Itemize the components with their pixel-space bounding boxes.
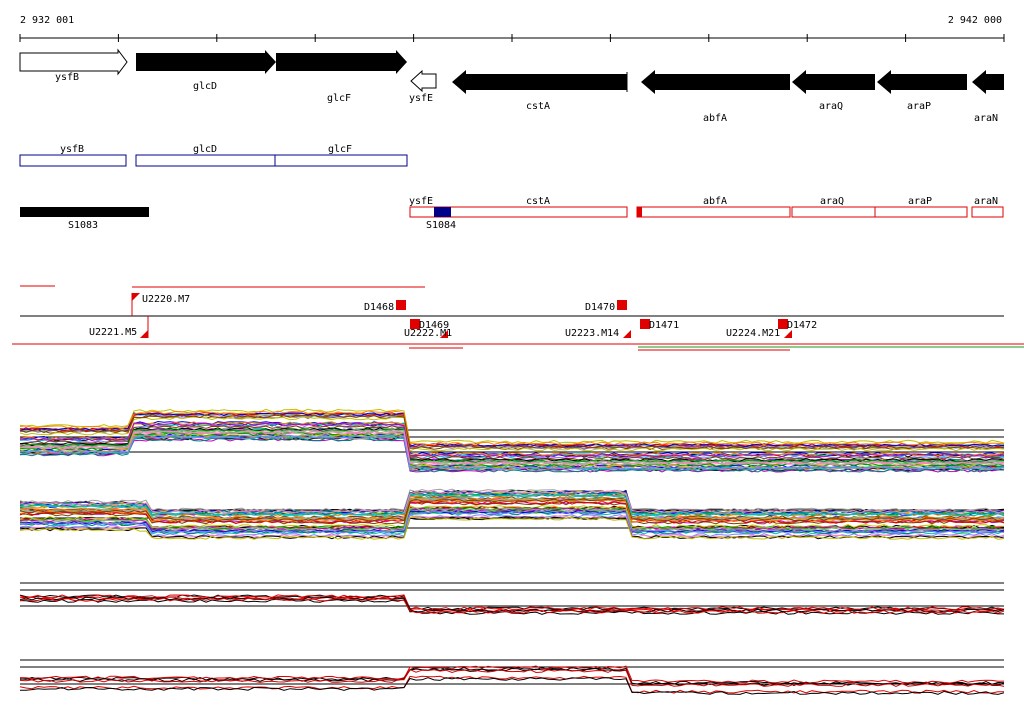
gene-arrow [641, 70, 790, 94]
region-flag [784, 330, 792, 338]
ruler-start: 2 932 001 [20, 15, 74, 26]
gene-label: ysfB [55, 72, 79, 83]
feature-bar [434, 207, 451, 217]
region-label: D1470 [585, 302, 615, 313]
gene-label: glcD [193, 81, 217, 92]
expression-trace [19, 427, 1005, 463]
gene-arrow [792, 70, 875, 94]
expression-trace [19, 429, 1005, 465]
region-box [410, 319, 420, 329]
region-label: D1468 [364, 302, 394, 313]
expression-trace [19, 516, 1005, 540]
cds-label: glcD [193, 144, 217, 155]
gene-arrow [136, 50, 276, 74]
expression-trace [19, 496, 1005, 520]
expression-trace [19, 596, 1005, 613]
expression-trace [19, 676, 1005, 695]
expression-trace [19, 430, 1005, 466]
expression-trace [19, 490, 1005, 514]
expression-trace [19, 675, 1005, 694]
gene-arrow [972, 70, 1004, 94]
ruler: 2 932 001 2 942 000 [19, 15, 1005, 42]
region-box [640, 319, 650, 329]
region-label: U2222.M1 [404, 328, 452, 339]
feature-box [791, 206, 876, 218]
feature-box [874, 206, 968, 218]
cds-track: ysfB glcD glcF [19, 144, 408, 167]
expression-trace [19, 510, 1005, 534]
expression-trace [19, 490, 1005, 514]
expression-trace [19, 414, 1005, 450]
feature-label: cstA [526, 196, 550, 207]
region-label: D1471 [649, 320, 679, 331]
gene-arrow [452, 70, 627, 94]
expression-trace [19, 667, 1005, 687]
feature-label: abfA [703, 196, 727, 207]
feature-label: araP [908, 196, 932, 207]
feature-mark [637, 207, 642, 217]
feature-label: araQ [820, 196, 844, 207]
ruler-end: 2 942 000 [948, 15, 1002, 26]
gene-label: cstA [526, 101, 550, 112]
feature-bar [20, 207, 149, 217]
feature-box [636, 206, 791, 218]
gene-label: araQ [819, 101, 843, 112]
gene-arrow [19, 48, 128, 76]
feature-track: S1083 ysfE S1084 cstA abfA araQ araP ara… [20, 196, 1004, 231]
expression-trace [19, 505, 1004, 529]
gene-arrow [276, 50, 407, 74]
region-box [778, 319, 788, 329]
region-flag [623, 330, 631, 338]
feature-box [971, 206, 1004, 218]
region-label: U2220.M7 [142, 294, 190, 305]
expression-trace [20, 501, 1005, 525]
cds-box [274, 154, 408, 167]
feature-label: S1083 [68, 220, 98, 231]
gene-label: abfA [703, 113, 727, 124]
gene-arrow [877, 70, 967, 94]
expression-panels [19, 408, 1005, 695]
expression-trace [19, 432, 1005, 468]
feature-label: ysfE [409, 196, 433, 207]
expression-trace [19, 597, 1005, 614]
gene-label: ysfE [409, 93, 433, 104]
gene-arrow [410, 69, 437, 93]
region-box [396, 300, 406, 310]
feature-box [409, 206, 628, 218]
expression-trace [19, 594, 1005, 611]
region-label: U2223.M14 [565, 328, 619, 339]
expression-trace [19, 488, 1005, 512]
gene-label: araP [907, 101, 931, 112]
gene-track: ysfB glcD glcF ysfE cstA abfA araQ araP … [19, 48, 1004, 124]
cds-box [135, 154, 276, 167]
cds-box [19, 154, 127, 167]
expression-trace [19, 498, 1005, 522]
expression-trace [19, 416, 1005, 452]
cds-label: ysfB [60, 144, 84, 155]
expression-trace [19, 668, 1005, 688]
feature-label: araN [974, 196, 998, 207]
gene-label: glcF [327, 93, 351, 104]
region-label: U2224.M21 [726, 328, 780, 339]
expression-trace [19, 434, 1005, 470]
region-track: U2220.M7 D1468 D1470 U2221.M5 D1469 U222… [12, 285, 1024, 351]
cds-label: glcF [328, 144, 352, 155]
expression-trace [19, 410, 1005, 446]
gene-label: araN [974, 113, 998, 124]
region-box [617, 300, 627, 310]
region-flag [140, 330, 148, 338]
expression-trace [19, 507, 1005, 531]
region-label: U2221.M5 [89, 327, 137, 338]
feature-label: S1084 [426, 220, 456, 231]
region-label: D1469 [419, 320, 449, 331]
region-label: D1472 [787, 320, 817, 331]
region-flag [440, 330, 448, 338]
region-flag [132, 293, 140, 301]
expression-trace [19, 493, 1005, 517]
expression-trace [19, 422, 1005, 458]
